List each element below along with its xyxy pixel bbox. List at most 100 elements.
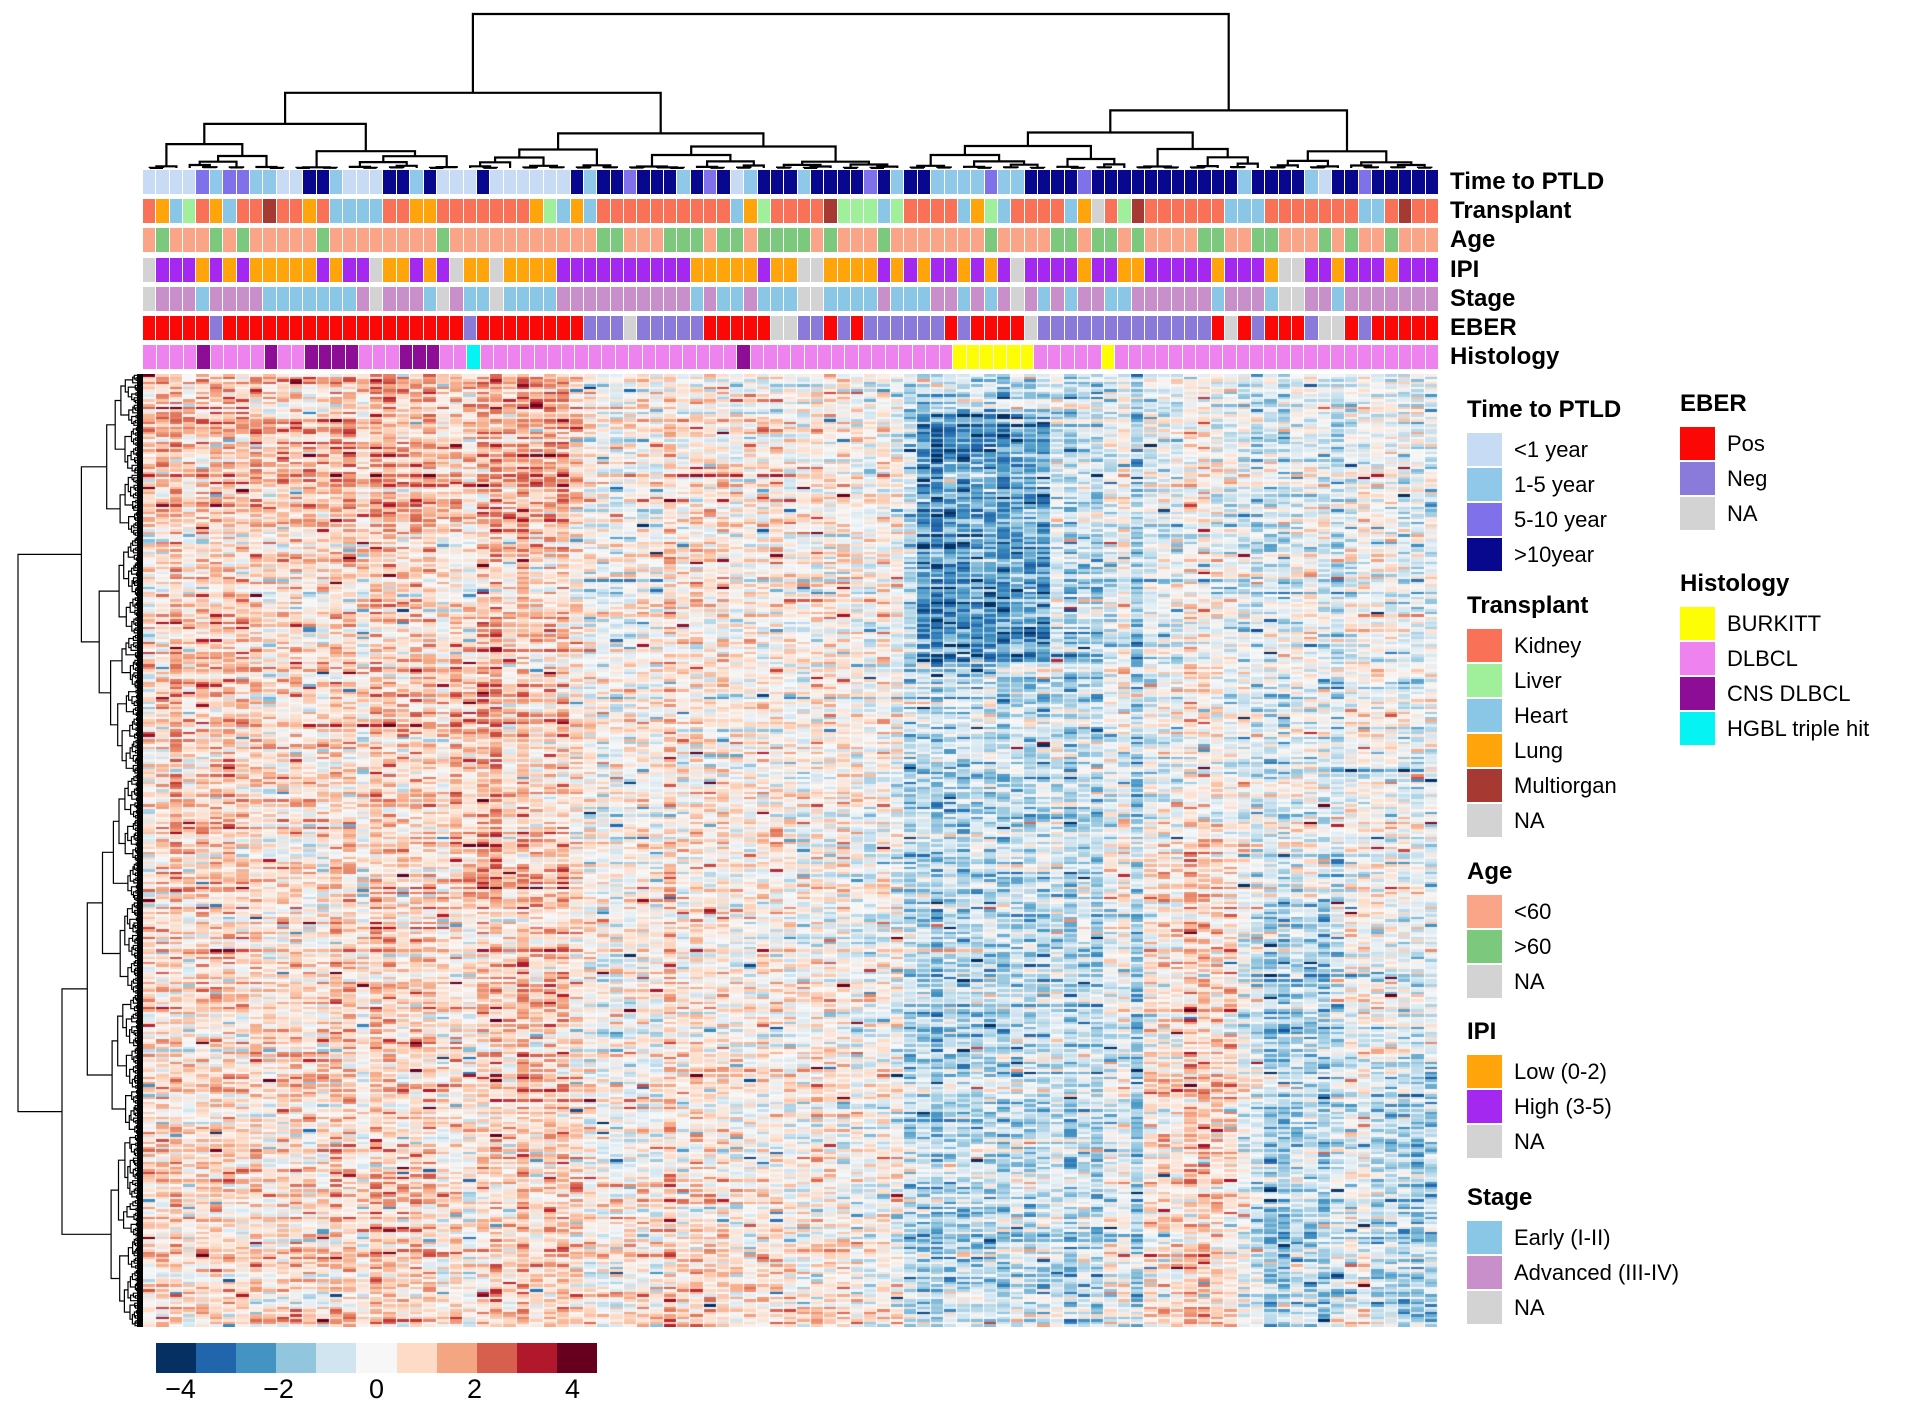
annotation-cell xyxy=(1278,287,1291,311)
annotation-cell xyxy=(156,316,169,340)
annotation-cell xyxy=(1358,170,1372,194)
annotation-cell xyxy=(423,258,436,282)
annotation-cell xyxy=(1064,199,1078,223)
legend-item: Heart xyxy=(1467,698,1712,733)
annotation-cell xyxy=(534,345,547,369)
annotation-cell xyxy=(650,287,664,311)
annotation-cell xyxy=(704,287,717,311)
legend-group-age: Age <60 >60 NA xyxy=(1467,858,1712,999)
annotation-cell xyxy=(610,170,623,194)
annotation-cell xyxy=(1198,287,1211,311)
annotation-cell xyxy=(1198,228,1211,252)
annotation-cell xyxy=(623,316,637,340)
annotation-cell xyxy=(1318,287,1331,311)
annotation-cell xyxy=(276,258,289,282)
annotation-cell xyxy=(557,258,570,282)
annotation-label-ipi: IPI xyxy=(1450,256,1480,283)
legend-item-label: NA xyxy=(1514,807,1545,833)
annotation-cell xyxy=(818,345,831,369)
annotation-cell xyxy=(1385,258,1398,282)
annotation-cell xyxy=(1047,345,1060,369)
annotation-cell xyxy=(597,316,610,340)
annotation-cell xyxy=(343,287,356,311)
annotation-cell xyxy=(276,316,289,340)
legend-item-label: NA xyxy=(1514,1128,1545,1154)
annotation-cell xyxy=(543,199,557,223)
annotation-cell xyxy=(476,316,490,340)
annotation-cell xyxy=(984,258,997,282)
annotation-cell xyxy=(557,199,570,223)
annotation-cell xyxy=(664,258,677,282)
annotation-cell xyxy=(236,228,249,252)
legend-swatch xyxy=(1467,699,1502,732)
annotation-cell xyxy=(1305,287,1318,311)
annotation-cell xyxy=(1331,170,1345,194)
annotation-cell xyxy=(356,316,370,340)
annotation-cell xyxy=(1182,345,1195,369)
annotation-cell xyxy=(1358,316,1372,340)
annotation-cell xyxy=(1196,345,1209,369)
annotation-cell xyxy=(156,287,169,311)
annotation-cell xyxy=(503,287,517,311)
annotation-cell xyxy=(383,316,396,340)
annotation-cell xyxy=(797,316,810,340)
annotation-cell xyxy=(984,228,997,252)
legend-item-label: Lung xyxy=(1514,737,1563,763)
annotation-cell xyxy=(1024,287,1038,311)
annotation-cell xyxy=(410,287,423,311)
annotation-cell xyxy=(642,345,655,369)
annotation-cell xyxy=(396,199,410,223)
annotation-cell xyxy=(276,199,289,223)
annotation-cell xyxy=(476,287,490,311)
annotation-cell xyxy=(1155,345,1168,369)
annotation-cell xyxy=(629,345,642,369)
legend-item-label: Early (I-II) xyxy=(1514,1224,1611,1250)
annotation-cell xyxy=(1385,199,1398,223)
annotation-cell xyxy=(450,170,463,194)
legend-swatch xyxy=(1680,712,1715,745)
annotation-cell xyxy=(1265,287,1278,311)
annotation-cell xyxy=(944,287,957,311)
annotation-cell xyxy=(1345,170,1358,194)
annotation-cell xyxy=(1265,228,1278,252)
annotation-cell xyxy=(837,228,851,252)
annotation-cell xyxy=(710,345,723,369)
annotation-cell xyxy=(183,258,196,282)
annotation-cell xyxy=(998,258,1011,282)
annotation-cell xyxy=(717,228,730,252)
annotation-cell xyxy=(784,170,797,194)
annotation-cell xyxy=(1263,345,1276,369)
annotation-cell xyxy=(690,170,704,194)
annotation-cell xyxy=(1331,258,1345,282)
annotation-cell xyxy=(583,316,597,340)
colorbar-cell xyxy=(156,1343,197,1373)
annotation-cell xyxy=(926,345,939,369)
annotation-cell xyxy=(436,199,450,223)
annotation-track-histology xyxy=(143,345,1438,369)
annotation-cell xyxy=(209,316,223,340)
annotation-cell xyxy=(650,170,664,194)
annotation-cell xyxy=(944,258,957,282)
legend-title: Stage xyxy=(1467,1184,1533,1211)
annotation-cell xyxy=(980,345,993,369)
annotation-cell xyxy=(583,287,597,311)
annotation-cell xyxy=(570,228,583,252)
annotation-cell xyxy=(851,199,864,223)
legend-item-label: Heart xyxy=(1514,702,1568,728)
annotation-cell xyxy=(1131,258,1144,282)
annotation-cell xyxy=(570,170,583,194)
annotation-cell xyxy=(957,228,971,252)
annotation-cell xyxy=(984,199,997,223)
legend-item: BURKITT xyxy=(1680,606,1921,641)
annotation-cell xyxy=(463,316,476,340)
annotation-cell xyxy=(677,228,690,252)
annotation-cell xyxy=(824,258,837,282)
annotation-cell xyxy=(610,228,623,252)
annotation-cell xyxy=(877,287,891,311)
annotation-cell xyxy=(143,258,156,282)
legend-item: >10year xyxy=(1467,537,1712,572)
annotation-cell xyxy=(370,199,383,223)
annotation-cell xyxy=(557,170,570,194)
annotation-cell xyxy=(877,258,891,282)
annotation-cell xyxy=(1185,170,1198,194)
